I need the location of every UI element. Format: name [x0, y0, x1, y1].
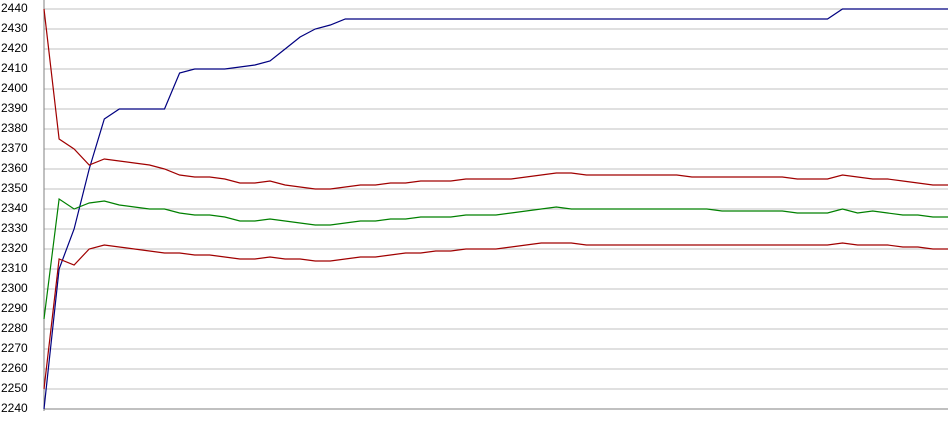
- y-tick-label: 2390: [1, 101, 28, 115]
- y-tick-label: 2330: [1, 221, 28, 235]
- series-line: [43, 8, 948, 410]
- series-line: [43, 197, 948, 320]
- y-tick-label: 2270: [1, 341, 28, 355]
- y-tick-label: 2380: [1, 121, 28, 135]
- series-line: [43, 8, 948, 190]
- y-tick-label: 2240: [1, 401, 28, 415]
- y-tick-label: 2300: [1, 281, 28, 295]
- y-tick-label: 2280: [1, 321, 28, 335]
- series-line: [43, 242, 948, 390]
- y-tick-label: 2360: [1, 161, 28, 175]
- y-tick-label: 2400: [1, 81, 28, 95]
- y-tick-label: 2350: [1, 181, 28, 195]
- y-tick-label: 2320: [1, 241, 28, 255]
- y-tick-label: 2290: [1, 301, 28, 315]
- y-tick-label: 2310: [1, 261, 28, 275]
- y-tick-label: 2440: [1, 1, 28, 15]
- y-tick-label: 2340: [1, 201, 28, 215]
- y-tick-label: 2250: [1, 381, 28, 395]
- y-tick-label: 2420: [1, 41, 28, 55]
- y-tick-label: 2410: [1, 61, 28, 75]
- y-tick-label: 2260: [1, 361, 28, 375]
- y-tick-label: 2370: [1, 141, 28, 155]
- y-tick-label: 2430: [1, 21, 28, 35]
